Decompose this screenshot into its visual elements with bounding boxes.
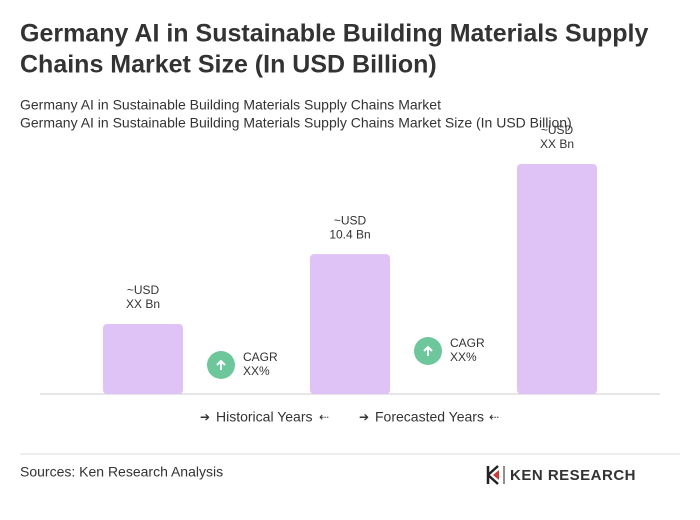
cagr-label: CAGR [450, 336, 485, 350]
bar [310, 254, 390, 394]
legend-label: Historical Years [216, 409, 313, 425]
cagr-arrow [423, 345, 433, 356]
bar [517, 164, 597, 394]
legend-arrow: ➔ [359, 410, 369, 424]
source: Sources: Ken Research Analysis [20, 464, 223, 480]
chart-title: Germany AI in Sustainable Building Mater… [20, 20, 648, 48]
logo-text: KEN RESEARCH [510, 467, 636, 484]
value-label: ~USD [127, 283, 160, 297]
value-label: XX Bn [126, 297, 160, 311]
subtitle: Germany AI in Sustainable Building Mater… [20, 115, 572, 131]
value-label: ~USD [334, 213, 367, 227]
legend-label: Forecasted Years [375, 409, 484, 425]
legend-arrow: ➔ [200, 410, 210, 424]
value-label: ~USD [541, 123, 574, 137]
cagr-arrow [216, 359, 226, 370]
legend-arrow: ⇠ [489, 410, 499, 424]
subtitle: Germany AI in Sustainable Building Mater… [20, 97, 441, 113]
legend-arrow: ⇠ [319, 410, 329, 424]
logo-icon [486, 465, 505, 485]
cagr-label: XX% [450, 350, 477, 364]
chart-title: Chains Market Size (In USD Billion) [20, 51, 437, 79]
cagr-label: XX% [243, 364, 270, 378]
cagr-label: CAGR [243, 350, 278, 364]
bar [103, 324, 183, 394]
value-label: XX Bn [540, 137, 574, 151]
value-label: 10.4 Bn [329, 227, 370, 241]
